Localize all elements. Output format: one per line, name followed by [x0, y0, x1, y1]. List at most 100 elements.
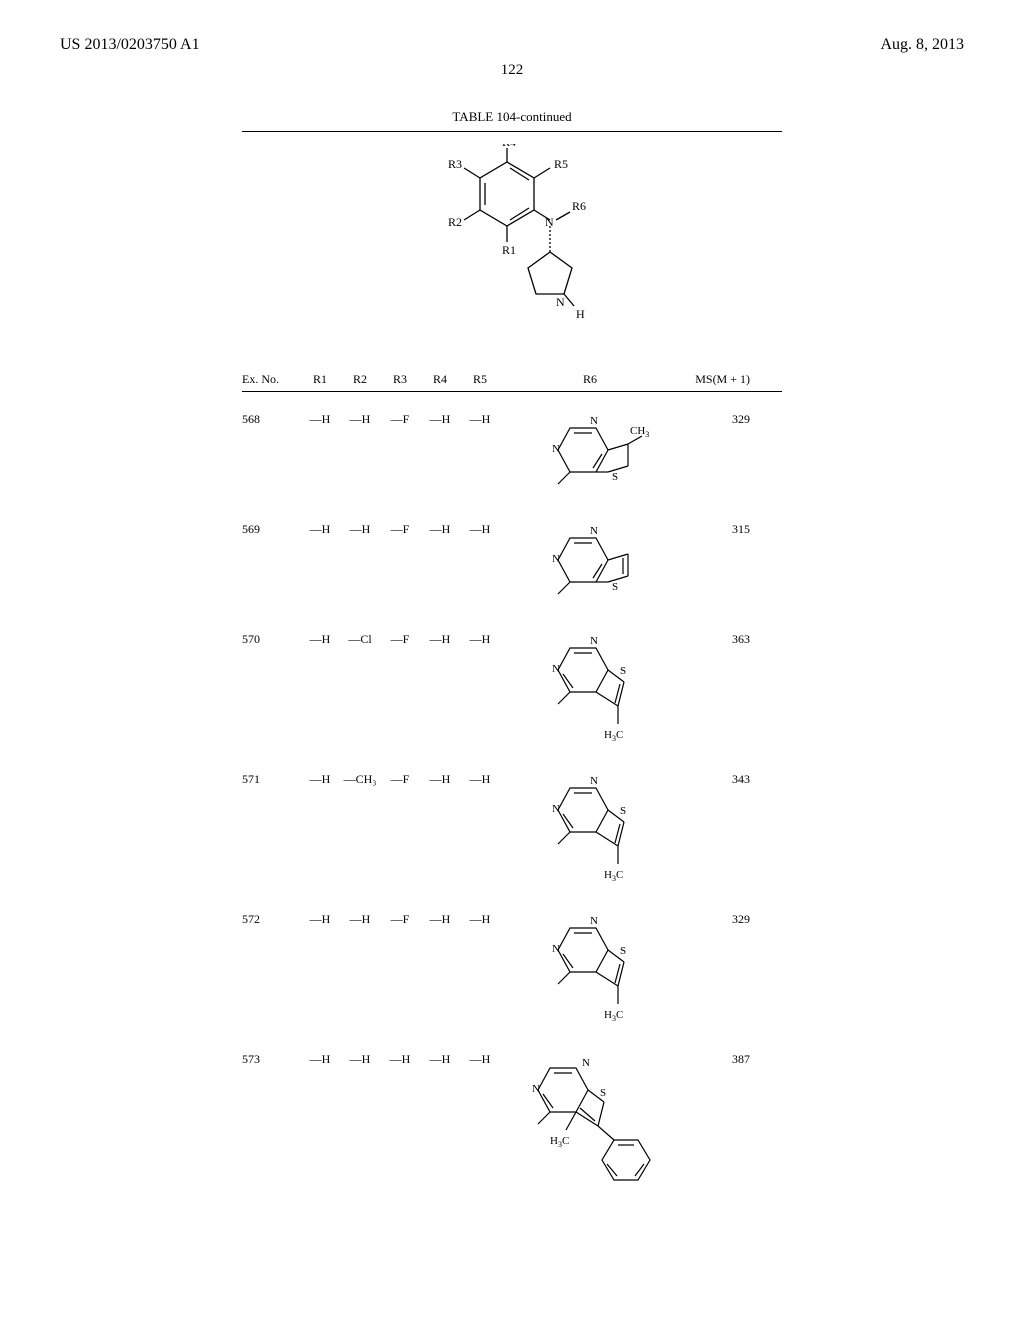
- cell-r3: —F: [380, 908, 420, 927]
- col-r3: R3: [380, 372, 420, 387]
- cell-exno: 573: [242, 1048, 300, 1067]
- svg-text:N: N: [552, 663, 560, 675]
- cell-r5: —H: [460, 908, 500, 927]
- page-container: US 2013/0203750 A1 Aug. 8, 2013 122 TABL…: [0, 0, 1024, 1320]
- col-exno: Ex. No.: [242, 372, 300, 387]
- svg-text:H: H: [576, 307, 585, 321]
- svg-text:N: N: [532, 1083, 540, 1095]
- svg-text:N: N: [590, 635, 598, 647]
- table-rule-top: [242, 131, 782, 132]
- cell-ms: 329: [680, 908, 750, 927]
- cell-exno: 570: [242, 628, 300, 647]
- cell-r5: —H: [460, 408, 500, 427]
- cell-r4: —H: [420, 908, 460, 927]
- col-r2: R2: [340, 372, 380, 387]
- svg-text:N: N: [582, 1057, 590, 1069]
- cell-r4: —H: [420, 518, 460, 537]
- cell-r1: —H: [300, 1048, 340, 1067]
- cell-ms: 343: [680, 768, 750, 787]
- cell-r4: —H: [420, 768, 460, 787]
- cell-r6-structure: N N S H3C: [500, 908, 680, 1038]
- col-ms: MS(M + 1): [680, 372, 750, 387]
- cell-ms: 363: [680, 628, 750, 647]
- svg-text:H3C: H3C: [550, 1135, 569, 1149]
- table-title: TABLE 104-continued: [242, 109, 782, 125]
- svg-text:S: S: [620, 665, 626, 677]
- col-r5: R5: [460, 372, 500, 387]
- svg-text:N: N: [590, 525, 598, 537]
- table-container: TABLE 104-continued: [242, 109, 782, 1218]
- table-row: 571 —H —CH₃ —F —H —H: [242, 758, 782, 898]
- svg-text:N: N: [552, 553, 560, 565]
- svg-text:R1: R1: [502, 243, 516, 257]
- svg-text:R5: R5: [554, 157, 568, 171]
- table-row: 568 —H —H —F —H —H: [242, 398, 782, 508]
- cell-ms: 315: [680, 518, 750, 537]
- svg-text:R3: R3: [448, 157, 462, 171]
- cell-r1: —H: [300, 408, 340, 427]
- cell-r6-structure: N N S H3C: [500, 768, 680, 898]
- svg-text:R2: R2: [448, 215, 462, 229]
- svg-text:H3C: H3C: [604, 729, 623, 743]
- cell-exno: 571: [242, 768, 300, 787]
- cell-r1: —H: [300, 628, 340, 647]
- svg-text:CH3: CH3: [630, 425, 649, 439]
- table-column-headers: Ex. No. R1 R2 R3 R4 R5 R6 MS(M + 1): [242, 372, 782, 392]
- cell-r5: —H: [460, 518, 500, 537]
- svg-text:R6: R6: [572, 199, 586, 213]
- cell-r4: —H: [420, 628, 460, 647]
- cell-exno: 572: [242, 908, 300, 927]
- structure-icon: N N S: [530, 518, 650, 618]
- svg-text:N: N: [545, 215, 554, 229]
- svg-text:S: S: [620, 945, 626, 957]
- col-r1: R1: [300, 372, 340, 387]
- cell-r3: —F: [380, 518, 420, 537]
- table-row: 572 —H —H —F —H —H: [242, 898, 782, 1038]
- svg-text:N: N: [556, 295, 565, 309]
- core-structure-diagram: R4 R3 R2 R5 R1 R6 N N H: [242, 144, 782, 354]
- svg-text:N: N: [552, 803, 560, 815]
- cell-r3: —F: [380, 768, 420, 787]
- structure-icon: N N S H3C: [530, 908, 650, 1038]
- structure-icon: N N S CH3: [530, 408, 650, 508]
- cell-r3: —F: [380, 408, 420, 427]
- col-r4: R4: [420, 372, 460, 387]
- cell-ms: 387: [680, 1048, 750, 1067]
- cell-r2: —H: [340, 1048, 380, 1067]
- cell-r1: —H: [300, 768, 340, 787]
- cell-r5: —H: [460, 768, 500, 787]
- patent-number: US 2013/0203750 A1: [60, 36, 200, 54]
- cell-r4: —H: [420, 1048, 460, 1067]
- svg-text:N: N: [552, 443, 560, 455]
- page-number: 122: [60, 62, 964, 79]
- svg-text:N: N: [590, 415, 598, 427]
- cell-exno: 568: [242, 408, 300, 427]
- core-structure-svg: R4 R3 R2 R5 R1 R6 N N H: [412, 144, 612, 354]
- cell-r2: —CH₃: [340, 768, 380, 787]
- svg-text:S: S: [612, 471, 618, 483]
- structure-icon: N N S H3C: [530, 768, 650, 898]
- table-row: 570 —H —Cl —F —H —H: [242, 618, 782, 758]
- cell-r4: —H: [420, 408, 460, 427]
- cell-r6-structure: N N S CH3: [500, 408, 680, 508]
- svg-text:S: S: [600, 1087, 606, 1099]
- svg-text:H3C: H3C: [604, 1009, 623, 1023]
- svg-text:N: N: [590, 915, 598, 927]
- cell-r2: —H: [340, 408, 380, 427]
- cell-r1: —H: [300, 518, 340, 537]
- structure-icon: N N S H3C: [510, 1048, 670, 1218]
- cell-r5: —H: [460, 628, 500, 647]
- table-row: 573 —H —H —H —H —H: [242, 1038, 782, 1218]
- svg-text:S: S: [612, 581, 618, 593]
- cell-r3: —F: [380, 628, 420, 647]
- cell-ms: 329: [680, 408, 750, 427]
- cell-r5: —H: [460, 1048, 500, 1067]
- svg-text:H3C: H3C: [604, 869, 623, 883]
- cell-r6-structure: N N S H3C: [500, 1048, 680, 1218]
- table-body: 568 —H —H —F —H —H: [242, 398, 782, 1218]
- svg-text:S: S: [620, 805, 626, 817]
- structure-icon: N N S H3C: [530, 628, 650, 758]
- svg-text:R4: R4: [502, 144, 516, 149]
- col-r6: R6: [500, 372, 680, 387]
- cell-r6-structure: N N S H3C: [500, 628, 680, 758]
